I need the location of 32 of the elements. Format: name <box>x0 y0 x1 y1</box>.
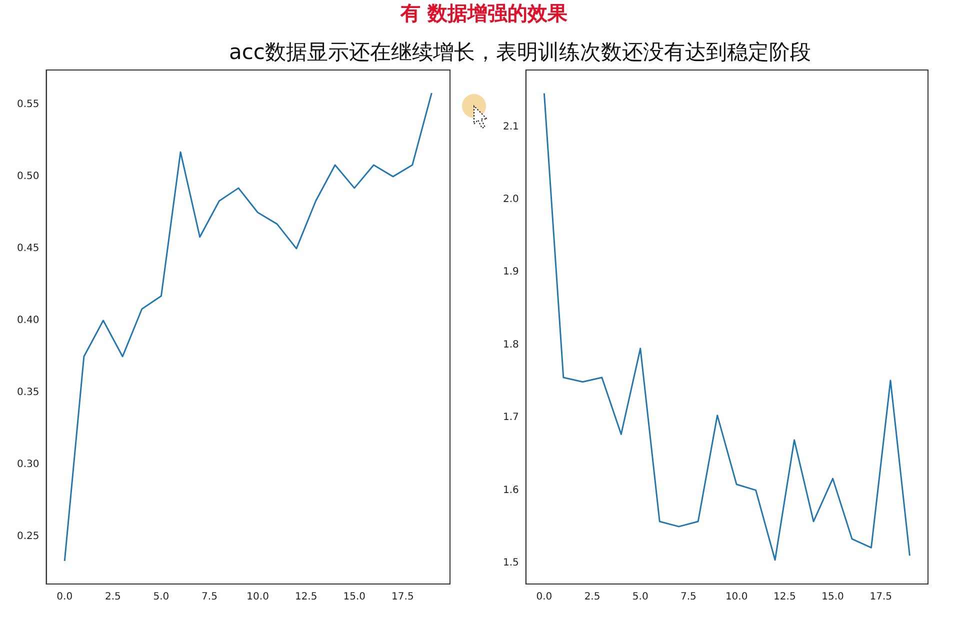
y-tick-label: 2.0 <box>502 194 519 206</box>
x-tick-label: 0.0 <box>536 592 552 603</box>
x-tick-label: 2.5 <box>584 592 600 603</box>
y-tick-label: 1.7 <box>502 412 519 424</box>
y-tick-label: 0.50 <box>17 171 40 182</box>
x-tick-label: 15.0 <box>822 592 844 603</box>
x-tick-label: 12.5 <box>774 592 796 603</box>
x-tick-label: 17.5 <box>392 592 414 603</box>
y-tick-label: 0.25 <box>17 531 40 542</box>
y-tick-label: 0.55 <box>17 99 40 110</box>
chart-title: 有 数据增强的效果 <box>399 0 568 27</box>
y-tick-label: 1.8 <box>502 339 519 350</box>
y-tick-label: 1.5 <box>502 558 519 569</box>
y-tick-label: 1.6 <box>502 484 519 496</box>
x-tick-label: 7.5 <box>680 592 696 603</box>
y-tick-label: 1.9 <box>502 266 519 278</box>
y-tick-label: 0.30 <box>17 459 40 470</box>
x-tick-label: 10.0 <box>725 592 748 603</box>
x-tick-label: 2.5 <box>104 592 121 603</box>
x-tick-label: 15.0 <box>343 592 366 603</box>
x-tick-label: 17.5 <box>870 592 892 603</box>
y-tick-label: 0.35 <box>17 387 40 398</box>
x-tick-label: 0.0 <box>56 592 73 603</box>
x-tick-label: 5.0 <box>153 592 170 603</box>
text: acc数据显示还在继续增长，表明训练次数还没有达到稳定阶段 <box>228 39 812 66</box>
x-tick-label: 7.5 <box>202 592 218 603</box>
y-tick-label: 0.40 <box>17 315 40 326</box>
y-tick-label: 0.45 <box>17 243 40 254</box>
x-tick-label: 12.5 <box>294 592 318 603</box>
x-tick-label: 10.0 <box>246 592 269 603</box>
x-tick-label: 5.0 <box>632 592 648 603</box>
y-tick-label: 2.1 <box>502 121 519 132</box>
